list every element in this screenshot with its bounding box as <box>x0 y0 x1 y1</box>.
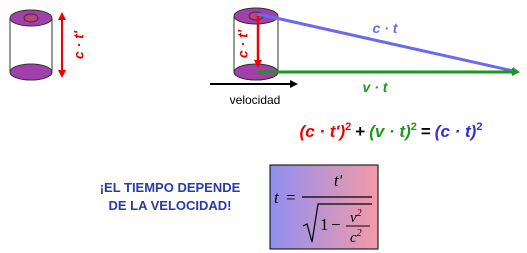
exponent: 2 <box>357 208 362 219</box>
operator: + <box>355 122 365 141</box>
velocity-label: velocidad <box>230 93 281 107</box>
formula-equals: = <box>286 188 296 207</box>
conclusion-line: ¡EL TIEMPO DEPENDE <box>100 180 241 195</box>
term: (v · t) <box>369 122 411 141</box>
formula-minus: − <box>331 215 341 234</box>
exponent: 2 <box>476 121 482 133</box>
right-cylinder <box>210 8 518 84</box>
equation: (c · t')2+(v · t)2=(c · t)2 <box>300 121 483 141</box>
light-path-label: c · t <box>373 20 399 36</box>
term: (c · t') <box>300 122 346 141</box>
exponent: 2 <box>411 121 417 133</box>
exponent: 2 <box>345 121 351 133</box>
conclusion-line: DE LA VELOCIDAD! <box>108 198 231 213</box>
exponent: 2 <box>357 228 362 239</box>
formula-box <box>270 165 378 249</box>
diagram: c · t' c · t' c · t v · t velocidad (c ·… <box>0 0 527 253</box>
formula-one: 1 <box>320 215 329 234</box>
time-label: c · t' <box>71 30 87 59</box>
motion-label: v · t <box>363 79 389 95</box>
operator: = <box>421 122 431 141</box>
time-label: c · t' <box>235 29 251 58</box>
left-cylinder <box>10 10 62 80</box>
term: (c · t) <box>435 122 477 141</box>
formula-numerator: t' <box>334 171 343 190</box>
